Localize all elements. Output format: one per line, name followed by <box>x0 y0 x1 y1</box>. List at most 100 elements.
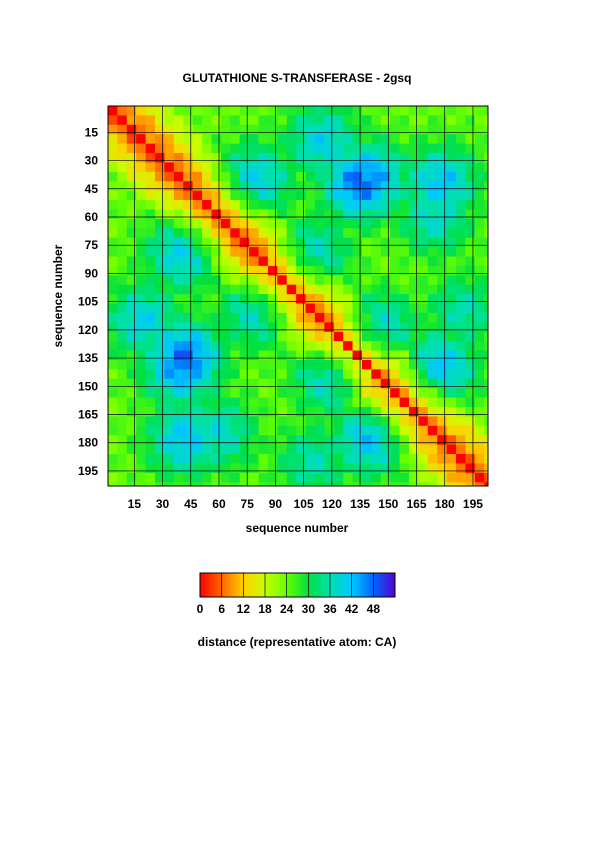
heatmap-cell <box>230 350 241 361</box>
heatmap-cell <box>117 322 128 333</box>
heatmap-cell <box>343 341 353 351</box>
heatmap-cell <box>380 106 391 116</box>
heatmap-cell <box>371 454 382 464</box>
heatmap-cell <box>446 218 457 229</box>
heatmap-cell <box>145 209 156 220</box>
heatmap-cell <box>343 284 353 295</box>
heatmap-cell <box>408 237 419 248</box>
heatmap-cell <box>465 124 476 135</box>
heatmap-cell <box>474 106 485 116</box>
heatmap-cell <box>314 247 325 257</box>
heatmap-cell <box>484 378 489 389</box>
heatmap-cell <box>484 406 489 417</box>
heatmap-cell <box>380 397 391 408</box>
heatmap-cell <box>465 171 476 182</box>
heatmap-cell <box>183 350 194 361</box>
heatmap-cell <box>399 134 410 145</box>
heatmap-cell <box>333 388 344 398</box>
heatmap-cell <box>446 303 457 314</box>
heatmap-cell <box>117 256 128 267</box>
heatmap-cell <box>277 153 288 163</box>
heatmap-cell <box>427 454 438 464</box>
heatmap-cell <box>399 275 410 286</box>
heatmap-cell <box>361 416 372 427</box>
heatmap-cell <box>277 218 288 229</box>
heatmap-cell <box>305 472 316 483</box>
heatmap-cell <box>202 256 212 267</box>
heatmap-cell <box>296 134 306 145</box>
heatmap-cell <box>484 444 489 455</box>
heatmap-cell <box>446 124 457 135</box>
heatmap-cell <box>286 106 297 116</box>
heatmap-cell <box>484 284 489 295</box>
heatmap-cell <box>324 388 335 398</box>
heatmap-cell <box>145 331 156 342</box>
heatmap-cell <box>465 265 476 276</box>
heatmap-cell <box>456 181 466 192</box>
heatmap-cell <box>390 463 400 474</box>
x-tick-label: 165 <box>406 497 426 511</box>
heatmap-cell <box>145 162 156 173</box>
heatmap-cell <box>145 435 156 446</box>
heatmap-cell <box>192 388 203 398</box>
heatmap-cell <box>399 472 410 483</box>
heatmap-cell <box>126 435 137 446</box>
heatmap-cell <box>220 218 231 229</box>
heatmap-cell <box>371 294 382 304</box>
heatmap-cell <box>474 463 485 474</box>
heatmap-cell <box>333 181 344 192</box>
heatmap-cell <box>352 200 363 210</box>
heatmap-cell <box>145 190 156 201</box>
colorbar-tick-label: 24 <box>280 602 294 616</box>
heatmap-cell <box>380 444 391 455</box>
heatmap-cell <box>408 359 419 370</box>
heatmap-cell <box>108 171 118 182</box>
heatmap-cell <box>183 331 194 342</box>
heatmap-cell <box>352 369 363 380</box>
heatmap-cell <box>474 265 485 276</box>
heatmap-cell <box>305 482 316 487</box>
heatmap-cell <box>380 435 391 446</box>
heatmap-cell <box>239 134 250 145</box>
heatmap-cell <box>173 359 184 370</box>
heatmap-cell <box>399 237 410 248</box>
heatmap-cell <box>202 341 212 351</box>
heatmap-cell <box>267 124 278 135</box>
heatmap-cell <box>211 378 222 389</box>
heatmap-cell <box>267 341 278 351</box>
heatmap-cell <box>484 388 489 398</box>
heatmap-cell <box>456 312 466 323</box>
heatmap-cell <box>211 284 222 295</box>
heatmap-cell <box>371 378 382 389</box>
heatmap-cell <box>333 378 344 389</box>
colorbar-segment <box>200 573 203 597</box>
heatmap-cell <box>164 378 175 389</box>
heatmap-cell <box>136 472 147 483</box>
heatmap-cell <box>380 237 391 248</box>
heatmap-cell <box>296 454 306 464</box>
y-tick-label: 150 <box>78 379 98 393</box>
heatmap-cell <box>173 331 184 342</box>
heatmap-cell <box>352 275 363 286</box>
heatmap-cell <box>418 275 429 286</box>
heatmap-cell <box>211 303 222 314</box>
heatmap-cell <box>305 143 316 154</box>
colorbar-segment <box>237 573 241 597</box>
heatmap-cell <box>192 463 203 474</box>
heatmap-cell <box>333 115 344 126</box>
heatmap-cell <box>484 341 489 351</box>
colorbar-segment <box>327 573 331 597</box>
colorbar-segment <box>255 573 258 597</box>
colorbar-segment <box>315 573 318 597</box>
heatmap-cell <box>220 237 231 248</box>
heatmap-cell <box>145 312 156 323</box>
heatmap-cell <box>380 265 391 276</box>
colorbar-segment <box>280 573 283 597</box>
chart-title: GLUTATHIONE S-TRANSFERASE - 2gsq <box>183 71 412 85</box>
heatmap-cell <box>427 425 438 436</box>
heatmap-cell <box>230 416 241 427</box>
heatmap-cell <box>108 303 118 314</box>
heatmap-cell <box>465 397 476 408</box>
heatmap-cell <box>164 162 175 173</box>
heatmap-cell <box>484 350 489 361</box>
